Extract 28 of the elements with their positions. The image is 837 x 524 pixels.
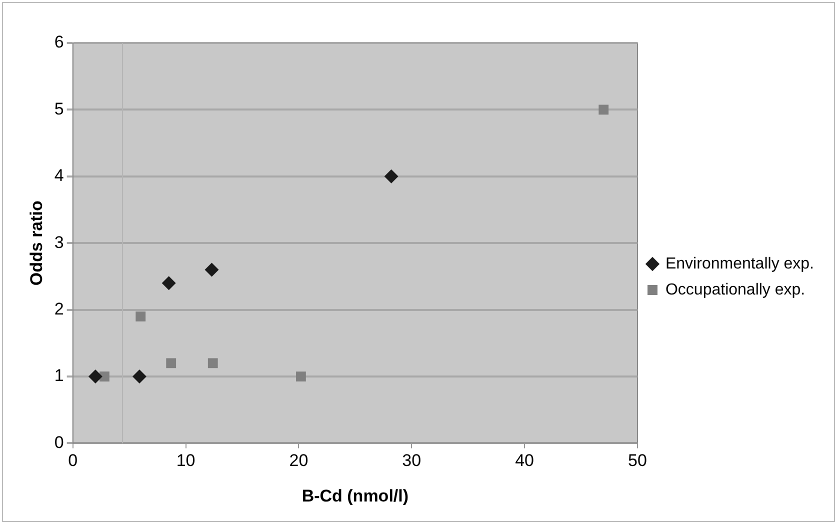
point [296, 372, 306, 382]
y-tick-label: 3 [54, 232, 64, 252]
y-tick-label: 1 [54, 366, 64, 386]
x-tick-label: 30 [402, 451, 422, 470]
point [208, 358, 218, 368]
x-tick-label: 10 [176, 451, 196, 470]
legend-label: Occupationally exp. [665, 281, 806, 298]
point [384, 169, 398, 184]
x-tick-label: 20 [289, 451, 308, 470]
x-axis-title: B-Cd (nmol/l) [302, 486, 409, 506]
x-tick-label: 40 [515, 451, 534, 470]
x-tick-label: 0 [68, 451, 78, 470]
y-tick-label: 4 [54, 166, 64, 186]
point [100, 372, 110, 382]
legend-label: Environmentally exp. [665, 255, 814, 272]
point [598, 104, 609, 115]
y-tick-label: 2 [54, 299, 64, 318]
y-tick-label: 6 [54, 32, 64, 52]
y-tick-label: 0 [54, 432, 64, 452]
point [88, 370, 102, 384]
y-tick-label: 5 [54, 99, 64, 118]
point [204, 262, 219, 277]
point [166, 358, 176, 368]
point [162, 276, 176, 290]
point [132, 370, 146, 384]
y-axis-title: Odds ratio [26, 200, 46, 286]
point [136, 312, 146, 322]
x-tick-label: 50 [628, 451, 647, 470]
